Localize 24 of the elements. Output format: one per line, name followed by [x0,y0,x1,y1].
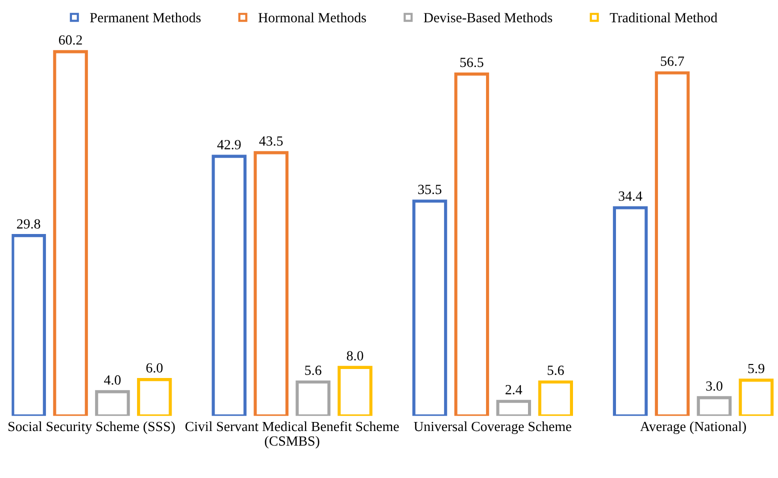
data-label: 29.8 [17,219,40,229]
data-label: 34.4 [618,191,642,201]
data-label: 5.6 [548,366,564,376]
legend-label: Traditional Method [610,12,718,22]
data-label: 35.5 [418,184,442,194]
legend-label: Permanent Methods [90,12,201,22]
data-label: 2.4 [506,385,522,394]
data-label: 42.9 [217,140,241,150]
x-tick-label: Universal Coverage Scheme [414,421,572,434]
data-label: 43.5 [259,136,283,146]
data-label: 3.0 [706,381,722,391]
legend-label: Hormonal Methods [258,12,366,22]
data-label: 6.0 [146,363,163,373]
data-label: 5.9 [748,364,764,374]
data-label: 56.7 [660,56,684,66]
x-tick-label: Civil Servant Medical Benefit Scheme (CSMBS) [185,421,399,449]
x-tick-label: Average (National) [640,421,746,434]
x-tick-label: Social Security Scheme (SSS) [8,421,175,434]
data-label: 4.0 [104,375,121,385]
data-label: 8.0 [346,351,364,361]
data-label: 60.2 [58,35,82,45]
data-label: 5.6 [305,366,322,376]
legend-label: Devise-Based Methods [424,12,552,22]
data-label: 56.5 [460,58,484,68]
